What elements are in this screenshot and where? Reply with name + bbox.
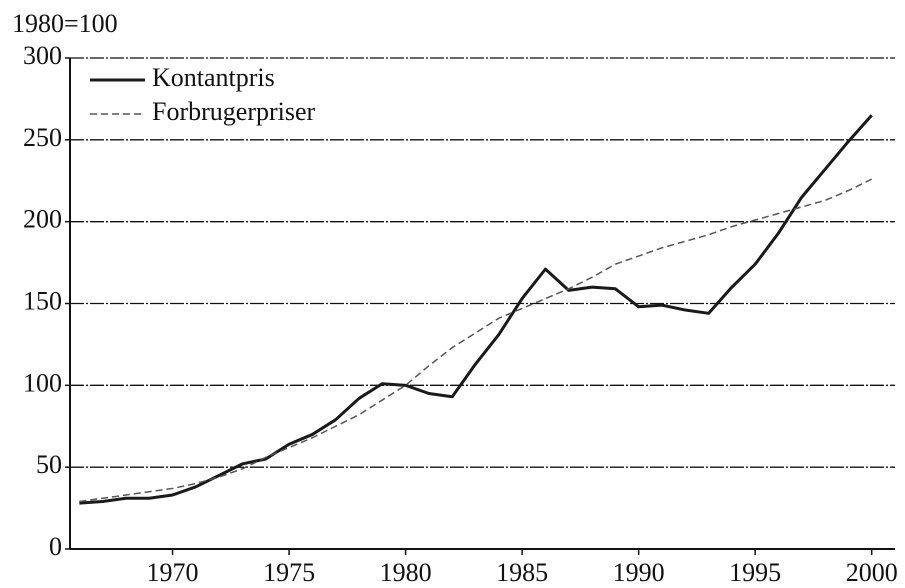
series-line <box>79 114 873 505</box>
x-tick-label: 1980 <box>380 558 432 587</box>
y-tick-label: 250 <box>23 123 62 152</box>
x-tick-label: 1995 <box>729 558 781 587</box>
x-tick-label: 1970 <box>147 558 199 587</box>
x-tick-label: 1975 <box>263 558 315 587</box>
legend-label: Forbrugerpriser <box>152 97 316 126</box>
series-line <box>79 178 873 503</box>
y-tick-label: 50 <box>36 450 62 479</box>
y-tick-label: 300 <box>23 41 62 70</box>
y-tick-label: 0 <box>49 532 62 561</box>
x-tick-label: 1985 <box>496 558 548 587</box>
legend-label: Kontantpris <box>152 63 275 92</box>
x-tick-label: 1990 <box>613 558 665 587</box>
x-tick-label: 2000 <box>846 558 898 587</box>
y-tick-label: 100 <box>23 368 62 397</box>
y-axis-note: 1980=100 <box>12 9 118 38</box>
y-tick-label: 200 <box>23 205 62 234</box>
y-tick-label: 150 <box>23 286 62 315</box>
